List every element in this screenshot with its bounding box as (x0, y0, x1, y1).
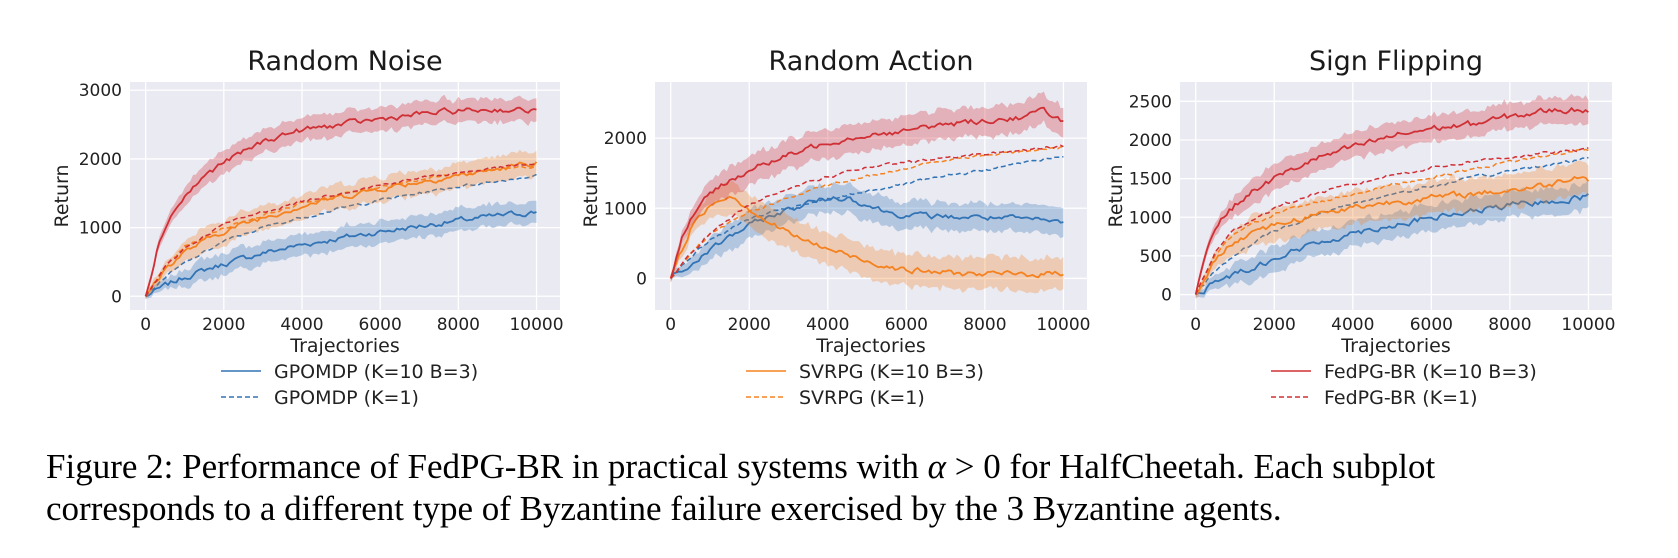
x-tick-label: 2000 (1253, 315, 1296, 335)
chart-panel-3: 0 2000 4000 6000 8000 10000 0 500 1000 1500 2000 25… (1105, 46, 1615, 409)
chart-title: Random Noise (247, 46, 442, 77)
series-line (670, 155, 1064, 279)
y-tick-label: 0 (636, 269, 647, 289)
chart-panel-1: 0 2000 4000 6000 8000 10000 0 1000 2000 3000 Rando… (51, 46, 564, 409)
x-tick-label: 0 (1190, 315, 1201, 335)
caption-alpha: α (927, 447, 947, 486)
series-line (1195, 193, 1589, 296)
legend-label: SVRPG (K=1) (799, 387, 925, 409)
series-line (144, 106, 537, 297)
x-tick-label: 8000 (437, 315, 480, 335)
y-tick-label: 2500 (1129, 92, 1172, 112)
x-tick-label: 0 (665, 315, 676, 335)
y-tick-label: 0 (1161, 286, 1172, 306)
series-line (145, 210, 537, 298)
y-tick-label: 1000 (604, 199, 647, 219)
caption-text-1: Figure 2: Performance of FedPG-BR in pra… (46, 447, 928, 486)
confidence-band (670, 91, 1064, 283)
y-tick-label: 1000 (79, 219, 122, 239)
series-line (145, 173, 537, 297)
confidence-band (145, 149, 537, 300)
series-line (669, 195, 1064, 279)
y-tick-label: 2000 (604, 129, 647, 149)
y-tick-label: 3000 (79, 81, 122, 101)
legend-label: GPOMDP (K=10 B=3) (274, 361, 478, 383)
chart-title: Sign Flipping (1309, 46, 1483, 77)
y-tick-label: 2000 (1129, 131, 1172, 151)
plot-background (130, 82, 560, 310)
x-tick-label: 2000 (202, 315, 245, 335)
x-tick-label: 8000 (1488, 315, 1531, 335)
series-line (1195, 148, 1589, 295)
figure-caption: Figure 2: Performance of FedPG-BR in pra… (46, 446, 1656, 530)
series-line (1194, 106, 1589, 295)
x-axis-label: Trajectories (815, 335, 925, 357)
legend-label: GPOMDP (K=1) (274, 387, 419, 409)
x-tick-label: 6000 (1410, 315, 1453, 335)
legend-label: FedPG-BR (K=10 B=3) (1324, 361, 1537, 383)
x-tick-label: 2000 (728, 315, 771, 335)
x-axis-label: Trajectories (289, 335, 399, 357)
confidence-band (670, 180, 1064, 294)
confidence-band (1195, 160, 1589, 300)
x-tick-label: 4000 (280, 315, 323, 335)
x-tick-label: 8000 (963, 315, 1006, 335)
x-tick-label: 10000 (1036, 315, 1090, 335)
chart-panel-2: 0 2000 4000 6000 8000 10000 0 1000 2000 Random Ac… (580, 46, 1090, 409)
confidence-band (670, 182, 1064, 282)
y-tick-label: 2000 (79, 150, 122, 170)
series-line (669, 196, 1064, 279)
x-tick-label: 6000 (359, 315, 402, 335)
series-line (1195, 147, 1589, 295)
x-tick-label: 4000 (806, 315, 849, 335)
y-tick-label: 1500 (1129, 170, 1172, 190)
y-tick-label: 500 (1140, 247, 1172, 267)
y-axis-label: Return (1105, 164, 1127, 227)
series-line (1195, 156, 1589, 295)
series-line (1195, 175, 1590, 296)
legend-label: SVRPG (K=10 B=3) (799, 361, 984, 383)
plot-background (1180, 82, 1612, 310)
series-line (669, 106, 1064, 279)
caption-text-3: corresponds to a different type of Byzan… (46, 489, 1282, 528)
y-axis-label: Return (51, 164, 73, 227)
x-tick-label: 10000 (509, 315, 563, 335)
x-axis-label: Trajectories (1340, 335, 1450, 357)
caption-text-2: > 0 for HalfCheetah. Each subplot (946, 447, 1436, 486)
x-tick-label: 0 (140, 315, 151, 335)
confidence-band (145, 94, 537, 300)
series-line (670, 146, 1064, 279)
figure-charts: 0 2000 4000 6000 8000 100000100020003000Rando… (51, 46, 1615, 409)
y-axis-label: Return (580, 164, 602, 227)
y-tick-label: 0 (111, 287, 122, 307)
y-tick-label: 1000 (1129, 208, 1172, 228)
plot-area (144, 94, 538, 300)
legend-label: FedPG-BR (K=1) (1324, 387, 1478, 409)
plot-area (669, 91, 1064, 294)
confidence-band (1195, 93, 1589, 299)
plot-background (655, 82, 1087, 310)
series-line (144, 165, 537, 297)
x-tick-label: 10000 (1561, 315, 1615, 335)
chart-title: Random Action (769, 46, 974, 77)
plot-area (1194, 93, 1590, 300)
x-tick-label: 4000 (1331, 315, 1374, 335)
series-line (144, 162, 537, 297)
x-tick-label: 6000 (885, 315, 928, 335)
confidence-band (1195, 179, 1589, 298)
